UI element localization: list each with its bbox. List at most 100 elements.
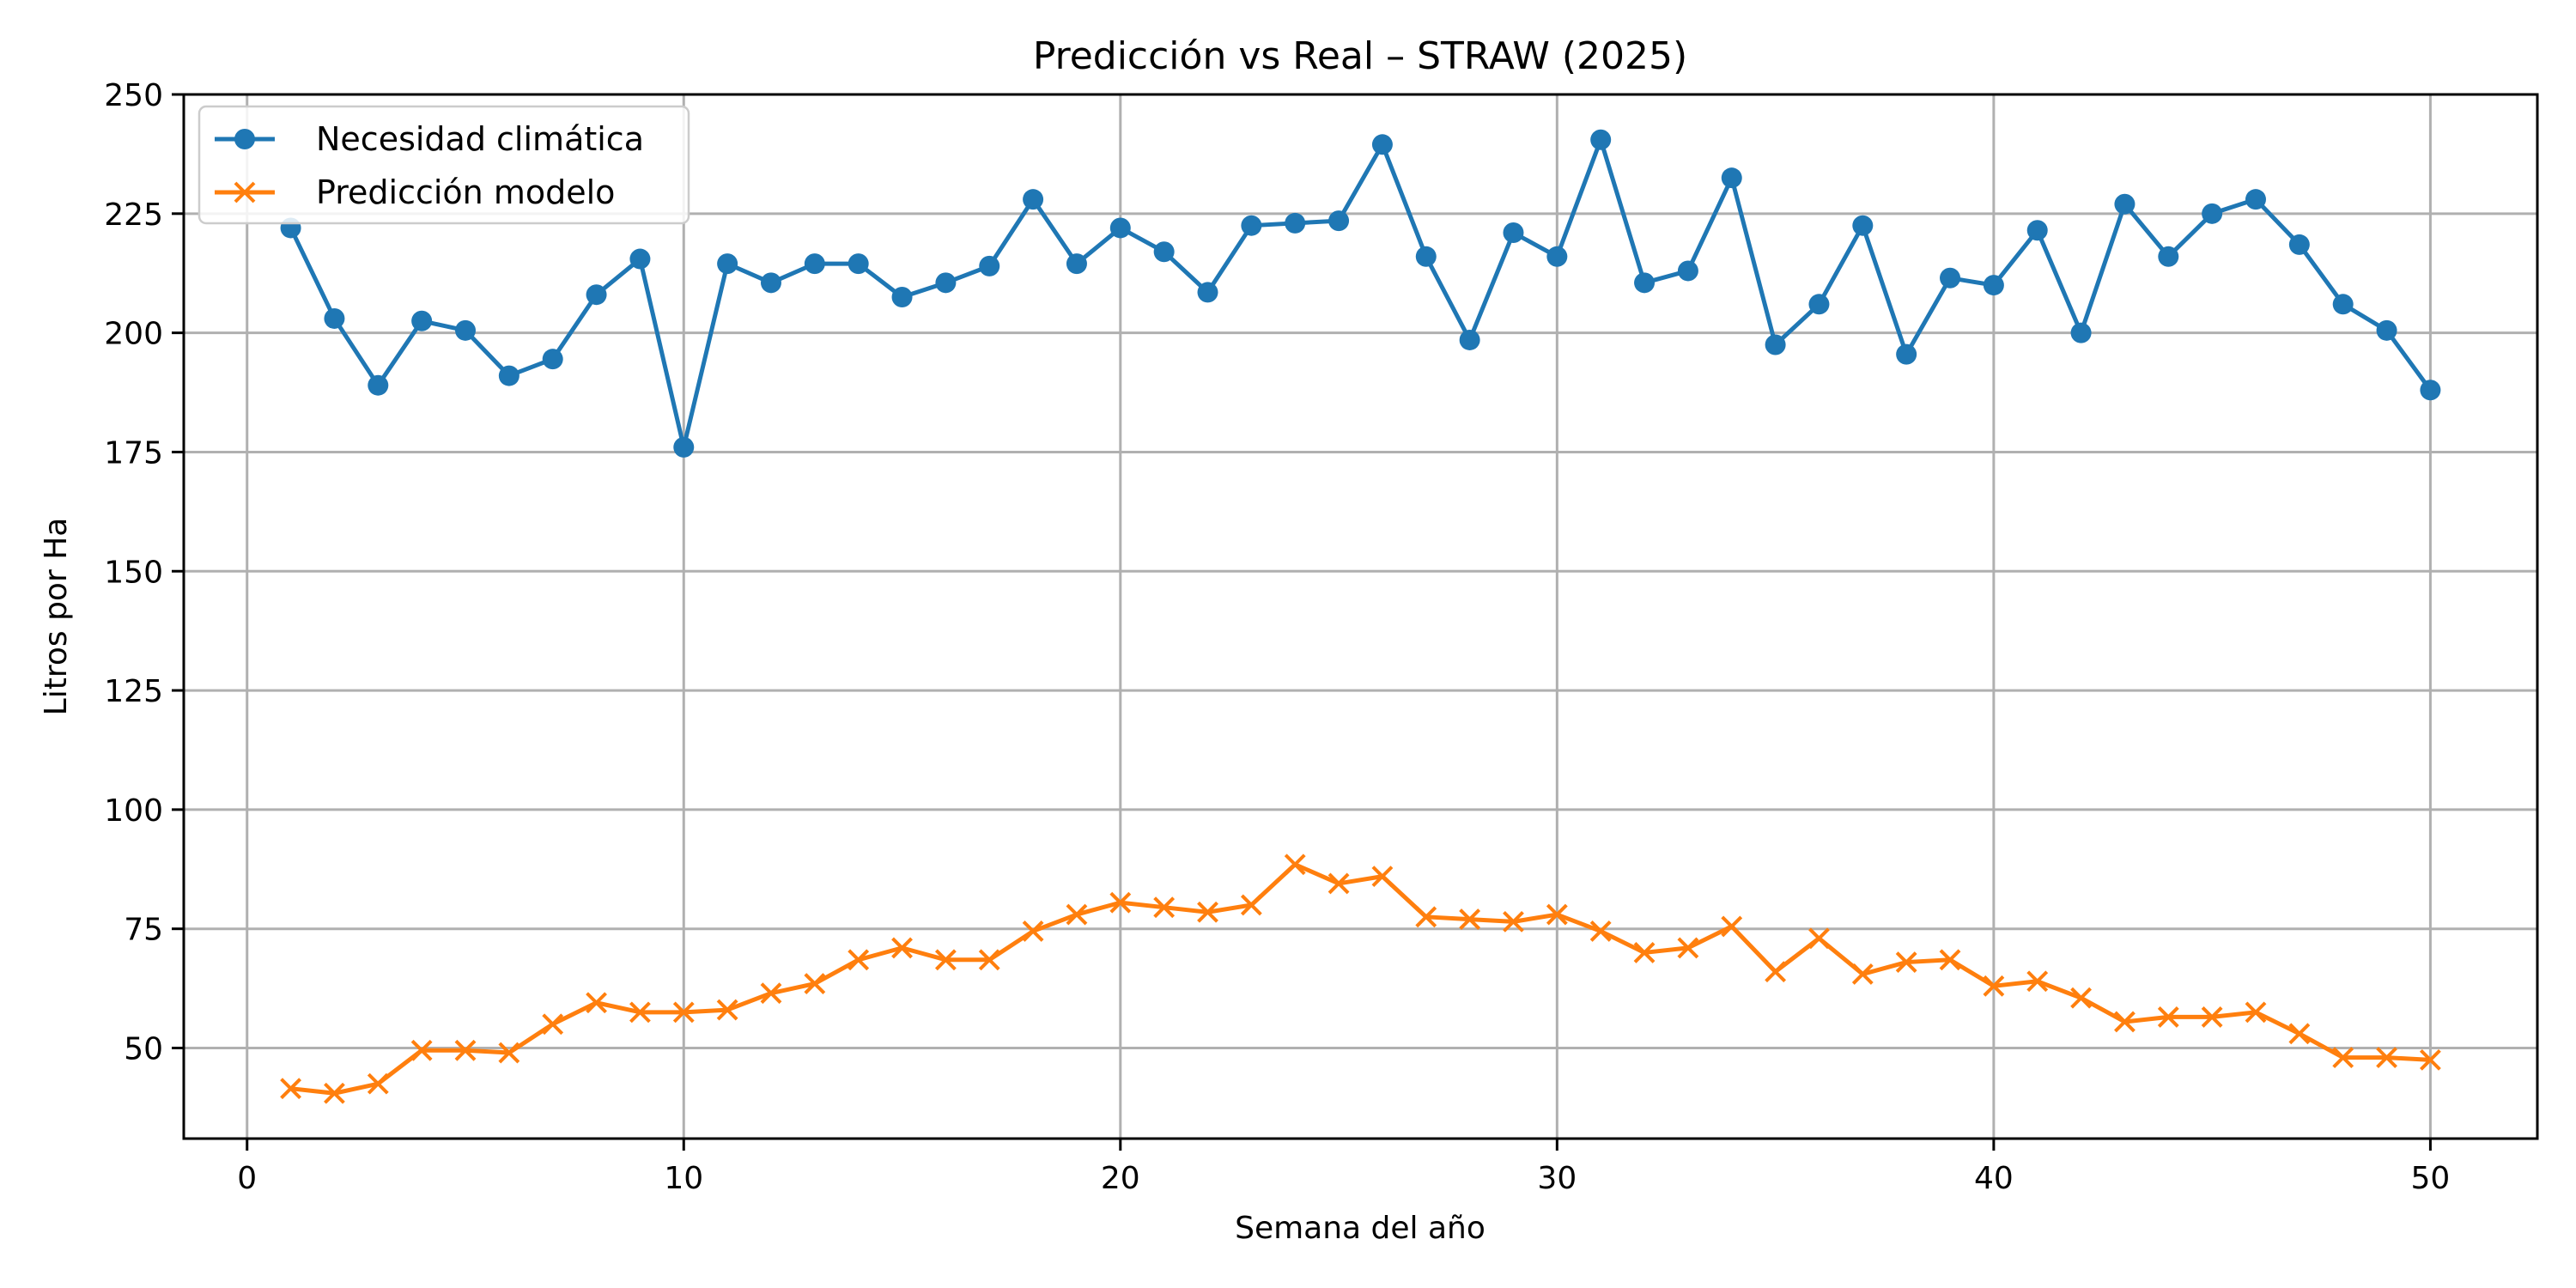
data-point — [498, 1042, 520, 1064]
data-point — [1808, 294, 1830, 315]
data-point — [848, 949, 870, 971]
data-point — [2376, 319, 2397, 341]
data-point — [1153, 896, 1176, 919]
data-point — [2070, 322, 2092, 343]
data-point — [1677, 937, 1699, 959]
data-point — [891, 937, 913, 959]
data-point — [1197, 282, 1218, 303]
grid-layer — [184, 93, 2537, 1139]
data-point — [455, 319, 477, 341]
data-point — [1022, 920, 1044, 942]
chart-title: Predicción vs Real – STRAW (2025) — [1033, 34, 1687, 78]
data-point — [1765, 334, 1786, 355]
data-point — [760, 982, 782, 1005]
data-point — [1634, 272, 1656, 294]
data-point — [324, 307, 345, 329]
data-point — [2245, 1001, 2267, 1024]
ticks-layer: 0 10 20 30 40 50 50 75 100 125 150 175 200 225 250 — [104, 78, 2450, 1196]
y-tick-label: 100 — [104, 793, 163, 829]
data-point — [2114, 1011, 2136, 1033]
data-point — [1240, 894, 1262, 916]
data-point — [2026, 220, 2048, 241]
data-point — [1023, 189, 1044, 210]
x-tick-label: 40 — [1974, 1161, 2014, 1196]
data-point — [1197, 901, 1218, 923]
y-tick-label: 125 — [104, 674, 163, 709]
data-point — [2420, 380, 2441, 401]
data-point — [1415, 246, 1437, 267]
y-tick-label: 250 — [104, 78, 163, 113]
data-point — [586, 284, 607, 306]
data-point — [1241, 215, 1262, 236]
data-point — [2419, 1048, 2441, 1071]
data-point — [2158, 246, 2179, 267]
data-point — [324, 1082, 345, 1104]
x-tick-label: 50 — [2411, 1161, 2451, 1196]
y-tick-label: 75 — [124, 913, 163, 948]
data-point — [498, 365, 519, 386]
data-point — [1721, 167, 1742, 189]
data-point — [1459, 908, 1481, 930]
data-point — [2332, 1047, 2354, 1069]
data-point — [2245, 189, 2266, 210]
data-point — [891, 286, 913, 307]
data-point — [2026, 970, 2049, 993]
data-point — [2114, 193, 2136, 215]
data-point — [1721, 915, 1743, 938]
data-point — [1589, 920, 1612, 942]
data-point — [586, 992, 607, 1014]
data-point — [1895, 951, 1917, 973]
data-point — [1808, 927, 1830, 950]
data-point — [804, 253, 825, 275]
data-point — [1983, 275, 2004, 296]
data-point — [2332, 294, 2354, 315]
data-point — [1590, 129, 1612, 150]
series-layer — [280, 129, 2441, 1104]
data-point — [542, 349, 563, 370]
data-point — [760, 272, 781, 294]
x-tick-label: 0 — [237, 1161, 257, 1196]
series-line — [289, 137, 2433, 450]
data-point — [368, 374, 389, 396]
data-point — [978, 949, 1000, 971]
data-point — [672, 1001, 695, 1024]
data-point — [673, 436, 695, 458]
data-point — [1109, 217, 1131, 239]
data-point — [1851, 963, 1874, 985]
data-point — [935, 272, 957, 294]
data-point — [1546, 246, 1568, 267]
data-point — [716, 999, 738, 1021]
data-point — [2201, 1005, 2223, 1028]
data-point — [1546, 903, 1568, 926]
data-point — [1503, 222, 1524, 244]
data-point — [542, 1013, 564, 1036]
legend-item: Predicción modelo — [215, 173, 615, 211]
data-point — [629, 248, 651, 270]
data-point — [2157, 1005, 2179, 1028]
data-point — [1940, 267, 1961, 289]
data-point — [1503, 910, 1524, 933]
series-group — [280, 854, 2441, 1104]
legend-marker — [234, 181, 256, 204]
data-point — [1896, 343, 1917, 365]
legend-box — [197, 105, 690, 225]
data-point — [1371, 866, 1394, 888]
x-tick-label: 10 — [664, 1161, 703, 1196]
y-tick-label: 225 — [104, 197, 163, 233]
data-point — [1066, 253, 1087, 275]
data-point — [1327, 872, 1350, 895]
data-point — [410, 1039, 433, 1061]
y-tick-label: 175 — [104, 435, 163, 471]
data-point — [2376, 1047, 2397, 1069]
y-axis-label: Litros por Ha — [39, 518, 74, 716]
data-point — [1852, 215, 1874, 236]
y-tick-label: 50 — [124, 1032, 163, 1067]
legend-marker — [234, 129, 255, 149]
data-point — [1328, 210, 1350, 232]
data-point — [804, 973, 826, 994]
plot-frame — [182, 93, 2539, 1140]
y-tick-label: 200 — [104, 317, 163, 352]
data-point — [1371, 134, 1393, 155]
data-point — [1285, 212, 1306, 234]
data-point — [367, 1072, 389, 1095]
